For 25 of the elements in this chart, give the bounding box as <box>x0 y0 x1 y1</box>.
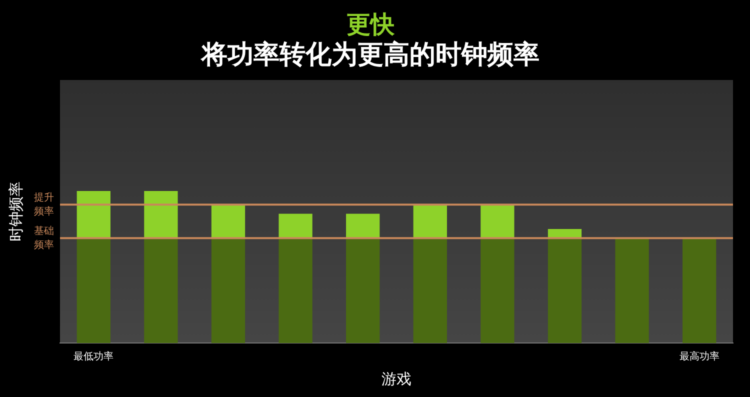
ref-line-label: 提升频率 <box>34 192 54 218</box>
bar <box>144 238 178 343</box>
bar <box>480 238 514 343</box>
chart-title: 更快 <box>346 10 396 39</box>
bar <box>278 238 312 343</box>
bar <box>211 204 246 238</box>
bar <box>278 214 312 238</box>
bar <box>682 238 716 343</box>
y-axis-title: 时钟频率 <box>6 182 25 242</box>
bar <box>76 190 110 238</box>
bar <box>346 238 380 343</box>
bar <box>413 238 447 343</box>
x-tick-label: 最低功率 <box>74 350 114 363</box>
x-tick-label: 最高功率 <box>679 350 720 363</box>
bar <box>615 238 649 343</box>
bar <box>413 204 447 238</box>
bar <box>480 204 514 238</box>
bar <box>211 238 246 343</box>
bar <box>548 238 582 343</box>
bar <box>144 190 178 238</box>
bar <box>346 214 380 238</box>
x-axis-title: 游戏 <box>382 370 412 388</box>
chart-subtitle: 将功率转化为更高的时钟频率 <box>200 40 540 70</box>
ref-line-label: 基础频率 <box>34 225 54 252</box>
bar <box>76 238 110 343</box>
